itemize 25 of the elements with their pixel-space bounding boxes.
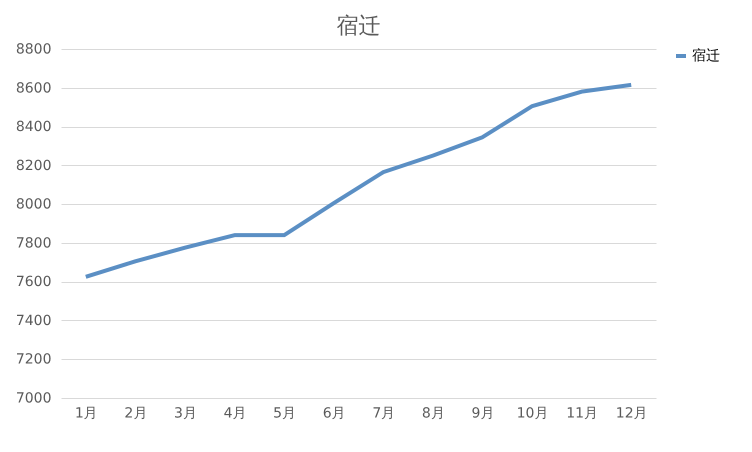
x-tick-label: 9月 <box>471 406 494 422</box>
chart-title: 宿迁 <box>336 14 380 39</box>
x-tick-label: 6月 <box>322 406 346 422</box>
x-tick-label: 11月 <box>566 406 598 422</box>
line-series <box>84 82 634 279</box>
y-tick-label: 8000 <box>16 196 52 213</box>
x-tick-label: 1月 <box>74 406 98 422</box>
x-tick-label: 4月 <box>224 406 247 422</box>
legend-label: 宿迁 <box>692 48 720 64</box>
x-tick-label: 5月 <box>273 406 296 422</box>
y-tick-label: 8200 <box>16 158 52 174</box>
x-tick-label: 7月 <box>372 406 396 422</box>
y-tick-label: 7400 <box>16 312 52 329</box>
x-tick-label: 12月 <box>616 406 648 422</box>
x-tick-label: 3月 <box>174 406 197 422</box>
y-tick-label: 7600 <box>16 274 52 290</box>
x-tick-label: 10月 <box>516 406 548 422</box>
x-tick-label: 8月 <box>422 406 445 422</box>
y-tick-label: 7000 <box>16 390 52 406</box>
y-tick-label: 7800 <box>16 235 52 252</box>
y-tick-label: 8400 <box>16 119 52 136</box>
x-tick-label: 2月 <box>124 406 148 422</box>
y-tick-label: 8800 <box>16 42 52 58</box>
y-tick-label: 7200 <box>16 352 52 368</box>
y-tick-label: 8600 <box>16 80 52 96</box>
